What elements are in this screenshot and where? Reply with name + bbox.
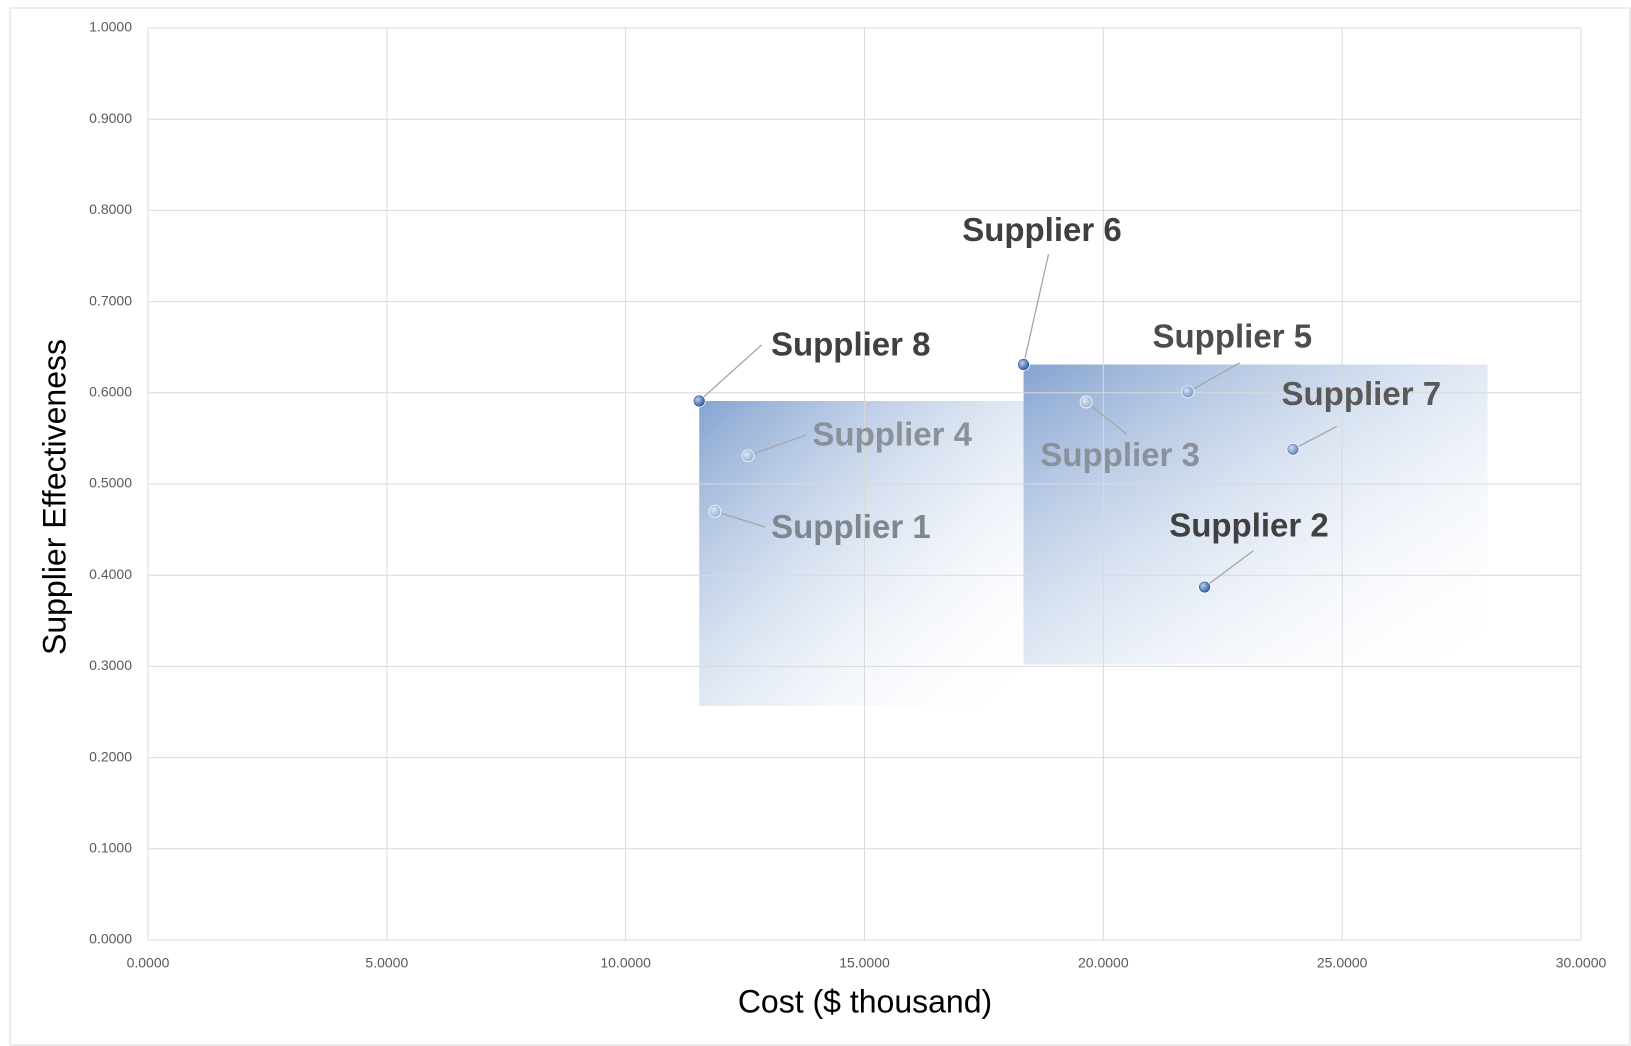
- x-tick-label: 10.0000: [600, 955, 651, 971]
- point-label: Supplier 2: [1169, 506, 1329, 543]
- point-label: Supplier 7: [1282, 375, 1442, 412]
- x-tick-label: 0.0000: [127, 955, 170, 971]
- y-tick-label: 0.7000: [89, 292, 132, 308]
- leader-line: [747, 434, 807, 457]
- point-highlight: [1182, 386, 1193, 397]
- y-tick-label: 0.2000: [89, 748, 132, 764]
- point-highlight: [742, 450, 753, 461]
- y-tick-label: 0.6000: [89, 384, 132, 400]
- leader-line: [1085, 401, 1128, 435]
- point-label: Supplier 5: [1153, 318, 1313, 355]
- y-tick-label: 0.0000: [89, 931, 132, 947]
- point-highlight: [1199, 582, 1210, 593]
- leader-line: [698, 344, 763, 402]
- y-tick-label: 0.5000: [89, 475, 132, 491]
- point-highlight: [1081, 396, 1092, 407]
- y-tick-label: 0.9000: [89, 110, 132, 126]
- y-tick-label: 0.3000: [89, 657, 132, 673]
- y-tick-label: 0.8000: [89, 201, 132, 217]
- x-tick-label: 5.0000: [365, 955, 408, 971]
- point-label: Supplier 6: [962, 211, 1122, 248]
- leader-line: [714, 510, 766, 528]
- y-axis-title: Supplier Effectiveness: [36, 339, 72, 655]
- y-tick-label: 0.1000: [89, 840, 132, 856]
- shade-region: [1023, 364, 1488, 665]
- leader-line: [1022, 254, 1050, 365]
- point-label: Supplier 8: [771, 326, 931, 363]
- leader-line: [1187, 362, 1241, 393]
- shade-region: [699, 401, 1024, 707]
- point-highlight: [1018, 359, 1029, 370]
- x-tick-label: 25.0000: [1317, 955, 1368, 971]
- x-axis-title: Cost ($ thousand): [738, 983, 992, 1019]
- x-tick-label: 30.0000: [1556, 955, 1607, 971]
- y-tick-label: 1.0000: [89, 19, 132, 35]
- y-tick-label: 0.4000: [89, 566, 132, 582]
- point-label: Supplier 3: [1040, 436, 1200, 473]
- x-tick-label: 15.0000: [839, 955, 890, 971]
- point-highlight: [694, 396, 705, 407]
- point-highlight: [709, 506, 720, 517]
- leader-line: [1292, 425, 1337, 450]
- point-label: Supplier 4: [812, 416, 972, 453]
- leader-line: [1204, 550, 1254, 588]
- x-tick-label: 20.0000: [1078, 955, 1129, 971]
- point-label: Supplier 1: [771, 508, 931, 545]
- point-highlight: [1287, 444, 1298, 455]
